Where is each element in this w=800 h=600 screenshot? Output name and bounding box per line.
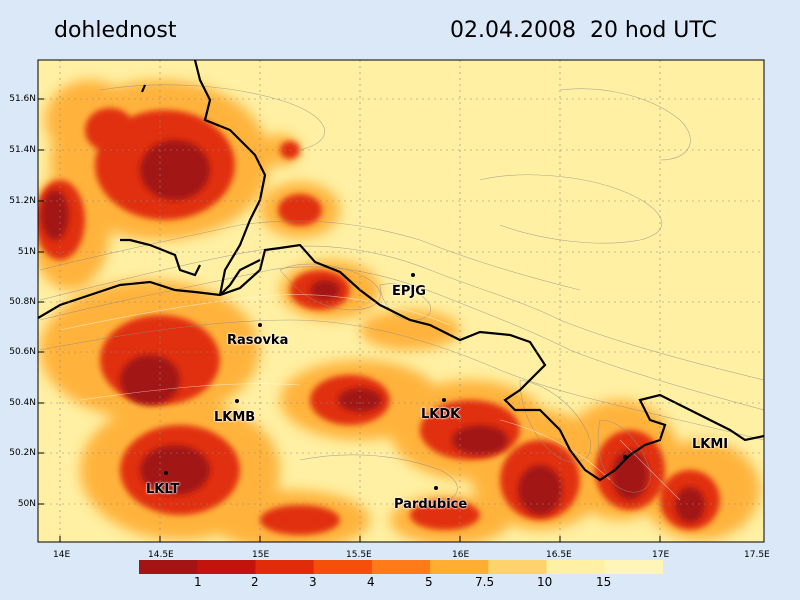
legend-swatch [371, 560, 431, 574]
legend-label: 3 [309, 575, 317, 589]
place-label: LKLT [146, 482, 180, 497]
legend-label: 4 [367, 575, 375, 589]
legend-swatch [313, 560, 373, 574]
lon-label: 14E [53, 550, 71, 560]
lat-label: 50.8N [9, 297, 36, 307]
place-label: Pardubice [394, 497, 468, 512]
legend-swatch [604, 560, 663, 574]
lat-label: 50.2N [9, 448, 36, 458]
legend-swatch [546, 560, 606, 574]
place-label: LKMI [692, 437, 729, 452]
legend-label: 1 [194, 575, 202, 589]
place-label: Rasovka [227, 333, 289, 348]
legend-label: 5 [425, 575, 433, 589]
lat-label: 51.2N [9, 196, 36, 206]
place-marker [235, 399, 239, 403]
legend-swatch [139, 560, 198, 574]
lon-label: 15E [252, 550, 270, 560]
lat-label: 51.4N [9, 145, 36, 155]
lon-label: 16E [452, 550, 470, 560]
visibility-field [38, 60, 764, 542]
legend-label: 2 [251, 575, 259, 589]
legend-swatch [430, 560, 489, 574]
legend-label: 10 [537, 575, 553, 589]
place-marker [623, 455, 627, 459]
place-marker [258, 323, 262, 327]
lat-label: 50.6N [9, 347, 36, 357]
lon-label: 17.5E [744, 550, 770, 560]
map-datetime: 02.04.2008 20 hod UTC [450, 18, 717, 43]
lon-label: 15.5E [346, 550, 372, 560]
place-label: LKDK [421, 407, 461, 422]
lon-label: 16.5E [546, 550, 572, 560]
lon-label: 14.5E [148, 550, 174, 560]
lat-label: 50N [17, 499, 36, 509]
lat-label: 51.6N [9, 94, 36, 104]
lon-label: 17E [652, 550, 670, 560]
legend-label: 15 [596, 575, 612, 589]
color-legend [139, 560, 663, 574]
legend-label: 7.5 [475, 575, 495, 589]
place-label: LKMB [214, 410, 256, 425]
lat-label: 50.4N [9, 398, 36, 408]
legend-swatch [197, 560, 256, 574]
place-marker [434, 486, 438, 490]
place-marker [411, 273, 415, 277]
lat-label: 51N [17, 247, 36, 257]
place-label: EPJG [392, 284, 426, 299]
legend-swatch [488, 560, 548, 574]
legend-swatch [255, 560, 315, 574]
map-title: dohlednost [54, 18, 177, 43]
place-marker [164, 471, 168, 475]
place-marker [442, 398, 446, 402]
